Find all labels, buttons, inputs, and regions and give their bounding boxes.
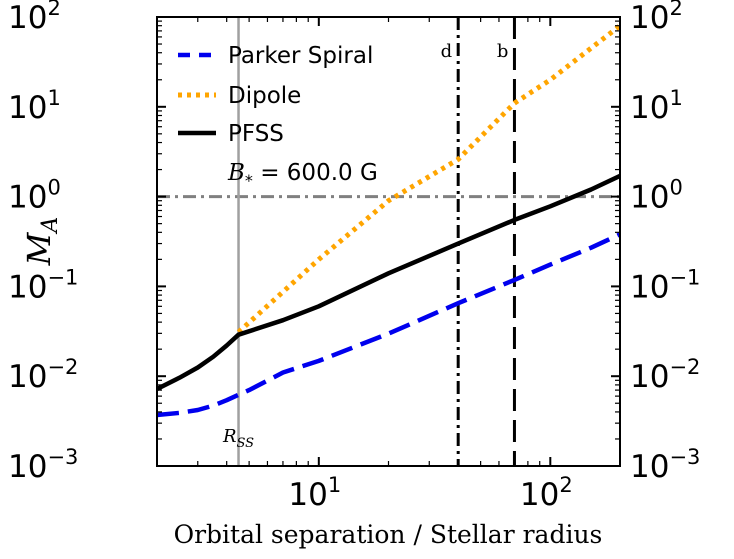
y-axis-label: MA xyxy=(20,217,63,267)
tick-base: 10 xyxy=(288,477,327,513)
tick-base: 10 xyxy=(630,180,669,216)
y-tick-label-right: 100 xyxy=(630,176,683,216)
tick-base: 10 xyxy=(520,477,559,513)
tick-base: 10 xyxy=(630,359,669,395)
y-tick-label-left: 10−1 xyxy=(8,265,78,305)
y-tick-label-left: 10−2 xyxy=(8,355,78,395)
tick-exponent: −3 xyxy=(47,445,78,469)
tick-exponent: −3 xyxy=(669,445,700,469)
tick-base: 10 xyxy=(630,449,669,485)
tick-exponent: 2 xyxy=(559,473,572,497)
tick-exponent: 2 xyxy=(47,0,60,20)
y-axis-subscript: A xyxy=(38,217,63,235)
tick-exponent: 2 xyxy=(669,0,682,20)
tick-exponent: 0 xyxy=(669,176,682,200)
y-tick-label-right: 10−3 xyxy=(630,445,700,485)
y-tick-label-left: 100 xyxy=(8,176,61,216)
y-tick-label-right: 102 xyxy=(630,0,683,36)
reference-label-symbol: R xyxy=(222,426,237,447)
reference-label-3: b xyxy=(497,41,509,62)
reference-label-sub: SS xyxy=(237,436,255,451)
y-tick-label-right: 10−1 xyxy=(630,265,700,305)
legend: Parker Spiral Dipole PFSS xyxy=(178,43,373,147)
field-strength-annotation: B* = 600.0 G xyxy=(227,160,378,190)
tick-base: 10 xyxy=(630,269,669,305)
tick-base: 10 xyxy=(8,449,47,485)
x-tick-label: 101 xyxy=(288,473,341,513)
tick-exponent: 1 xyxy=(328,473,341,497)
y-axis-symbol: M xyxy=(20,231,58,266)
y-tick-label-left: 101 xyxy=(8,86,61,126)
field-symbol: B xyxy=(227,160,245,186)
tick-exponent: 1 xyxy=(669,86,682,110)
axis-ticks xyxy=(156,16,621,467)
tick-exponent: 1 xyxy=(47,86,60,110)
legend-label-parker: Parker Spiral xyxy=(228,43,373,69)
x-tick-label: 102 xyxy=(520,473,573,513)
tick-exponent: −1 xyxy=(669,265,700,289)
y-tick-label-right: 10−2 xyxy=(630,355,700,395)
reference-lines xyxy=(157,17,620,466)
tick-base: 10 xyxy=(8,269,47,305)
tick-exponent: −2 xyxy=(47,355,78,379)
tick-base: 10 xyxy=(8,0,47,36)
tick-exponent: 0 xyxy=(47,176,60,200)
reference-label-1: RSS xyxy=(222,426,254,451)
y-tick-label-right: 101 xyxy=(630,86,683,126)
reference-line-labels: RSS d b xyxy=(222,41,508,451)
series-line-dipole xyxy=(236,23,620,334)
tick-base: 10 xyxy=(8,90,47,126)
tick-base: 10 xyxy=(8,359,47,395)
tick-base: 10 xyxy=(630,90,669,126)
series-line-parker-spiral xyxy=(157,232,620,418)
field-symbol-sub: * xyxy=(245,171,253,190)
tick-base: 10 xyxy=(8,180,47,216)
tick-exponent: −2 xyxy=(669,355,700,379)
series-line-pfss xyxy=(157,173,620,392)
legend-label-dipole: Dipole xyxy=(228,83,301,109)
x-axis-label: Orbital separation / Stellar radius xyxy=(174,520,603,549)
y-tick-label-left: 102 xyxy=(8,0,61,36)
legend-label-pfss: PFSS xyxy=(228,121,284,147)
reference-label-2: d xyxy=(441,41,453,62)
tick-exponent: −1 xyxy=(47,265,78,289)
tick-base: 10 xyxy=(630,0,669,36)
series-lines xyxy=(157,23,620,418)
field-value: = 600.0 G xyxy=(253,160,378,186)
y-tick-label-left: 10−3 xyxy=(8,445,78,485)
